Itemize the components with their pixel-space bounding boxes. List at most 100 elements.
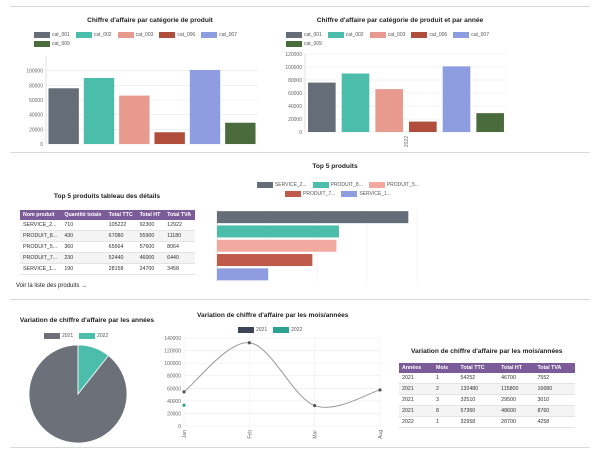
legend-item[interactable]: 2021	[44, 333, 73, 339]
bar-cat_001	[48, 88, 79, 144]
point-2022	[182, 403, 186, 407]
table-cell: 54252	[457, 373, 499, 384]
legend-item[interactable]: PRODUIT_5...	[368, 182, 419, 188]
column-header: Total TVA	[534, 363, 575, 373]
legend-item[interactable]: cat_006	[159, 32, 195, 38]
legend-swatch	[201, 32, 218, 38]
series-line-2021	[183, 342, 381, 408]
column-header: Quantité totale	[61, 210, 106, 220]
legend-item[interactable]: PRODUIT_7...	[285, 191, 335, 197]
y-tick-label: 20000	[167, 411, 181, 417]
view-products-link[interactable]: Voir la liste des produits →	[16, 283, 88, 289]
top5-chart-legend: SERVICE_2... PRODUIT_8... PRODUIT_5... PROD…	[238, 182, 438, 197]
y-tick-label: 0	[40, 142, 43, 148]
legend-swatch	[368, 182, 385, 188]
legend-label: cat_006	[429, 32, 448, 38]
table-cell: 1	[433, 373, 458, 384]
legend-item[interactable]: cat_002	[75, 32, 112, 38]
table-cell: 67080	[105, 230, 137, 242]
table-cell: 8760	[534, 405, 575, 417]
legend-item[interactable]: cat_001	[34, 32, 70, 38]
table-cell: 115800	[498, 383, 535, 395]
table-cell: 28700	[498, 416, 535, 428]
legend-label: cat_003	[387, 32, 406, 38]
bar-2022	[308, 82, 336, 132]
column-header: Total TTC	[457, 363, 499, 373]
legend-label: cat_009	[52, 41, 70, 47]
legend-item[interactable]: SERVICE_1...	[341, 191, 391, 197]
legend-swatch	[75, 32, 92, 38]
bar-cat_006	[154, 132, 185, 144]
y-tick-label: 120000	[164, 349, 181, 355]
legend-item[interactable]: 2022	[79, 333, 108, 339]
line-chart-legend: 2021 2022	[238, 327, 338, 333]
legend-label: cat_006	[177, 32, 196, 38]
legend-swatch	[312, 182, 329, 188]
table-row: SERVICE_2... 710 105222 92300 12922	[20, 220, 195, 231]
pie-chart-years	[28, 344, 128, 444]
legend-item[interactable]: cat_002	[327, 32, 364, 38]
bar-2	[217, 239, 337, 252]
legend-item[interactable]: cat_006	[411, 32, 447, 38]
legend-label: 2022	[97, 333, 109, 339]
column-header: Total HT	[498, 363, 535, 373]
table-cell: 7552	[534, 373, 575, 384]
point-2021	[313, 403, 317, 408]
table-cell: 2022	[399, 416, 434, 428]
legend-item[interactable]: 2022	[273, 327, 302, 333]
pie-chart-title: Variation de chiffre d'affaire par les a…	[19, 317, 155, 324]
pie-slice-2022	[77, 344, 109, 396]
chart-legend-category: cat_001 cat_002 cat_003 cat_006 cat_007 cat_0…	[34, 32, 274, 47]
table-cell: 8064	[164, 241, 195, 253]
y-tick-label: 80000	[29, 83, 43, 89]
legend-item[interactable]: cat_003	[369, 32, 406, 38]
legend-swatch	[453, 32, 470, 38]
table-row: PRODUIT_8... 430 67080 55900 11180	[20, 230, 195, 242]
y-tick-label: 40000	[29, 113, 43, 119]
legend-item[interactable]: cat_003	[117, 32, 153, 38]
bar-3	[217, 254, 313, 267]
y-tick-label: 120000	[285, 52, 302, 58]
table-cell: 8	[433, 405, 458, 417]
legend-item[interactable]: 2021	[238, 327, 267, 333]
legend-swatch	[34, 41, 50, 47]
point-2021	[378, 388, 382, 392]
legend-item[interactable]: cat_007	[453, 32, 489, 38]
table-cell: 2021	[399, 394, 434, 406]
table-cell: 3458	[164, 263, 195, 275]
bar-1	[217, 225, 339, 238]
legend-item[interactable]: cat_009	[34, 41, 70, 47]
legend-label: cat_002	[93, 32, 112, 38]
column-header: Nom produit	[20, 210, 62, 220]
table-cell: 3	[433, 394, 458, 406]
legend-item[interactable]: PRODUIT_8...	[312, 182, 363, 188]
y-tick-label: 80000	[167, 374, 181, 380]
legend-label: PRODUIT_8...	[330, 182, 363, 188]
table-cell: 105222	[105, 220, 137, 231]
table-cell: 2021	[399, 373, 434, 384]
legend-label: 2022	[291, 327, 303, 333]
y-tick-label: 40000	[167, 399, 181, 405]
table-cell: 132480	[457, 383, 499, 395]
legend-swatch	[273, 327, 290, 333]
table-cell: PRODUIT_8...	[20, 230, 62, 242]
month-year-table: Années Mois Total TTC Total HT Total TVA 202…	[399, 363, 575, 428]
top5-products-table: Nom produit Quantité totale Total TTC Total…	[20, 210, 195, 275]
legend-item[interactable]: cat_001	[286, 32, 322, 38]
table-cell: 2021	[399, 405, 434, 417]
table-cell: 230	[61, 252, 106, 264]
bar-cat_002	[83, 78, 115, 144]
legend-item[interactable]: cat_007	[201, 32, 237, 38]
table-row: PRODUIT_7... 230 52440 46000 6440	[20, 252, 195, 264]
table-row: 2021 1 54252 46700 7552	[399, 373, 575, 384]
x-tick-label: 2022	[404, 136, 410, 147]
legend-swatch	[256, 182, 273, 188]
table-cell: 46700	[498, 373, 535, 384]
top5-chart-title: Top 5 produits	[312, 163, 358, 170]
table-cell: 2	[433, 383, 458, 395]
legend-label: 2021	[256, 327, 268, 333]
legend-item[interactable]: cat_009	[286, 41, 322, 47]
legend-label: SERVICE_2...	[274, 182, 307, 188]
legend-item[interactable]: SERVICE_2...	[256, 182, 307, 188]
table-row: 2022 1 32958 28700 4258	[399, 416, 575, 428]
